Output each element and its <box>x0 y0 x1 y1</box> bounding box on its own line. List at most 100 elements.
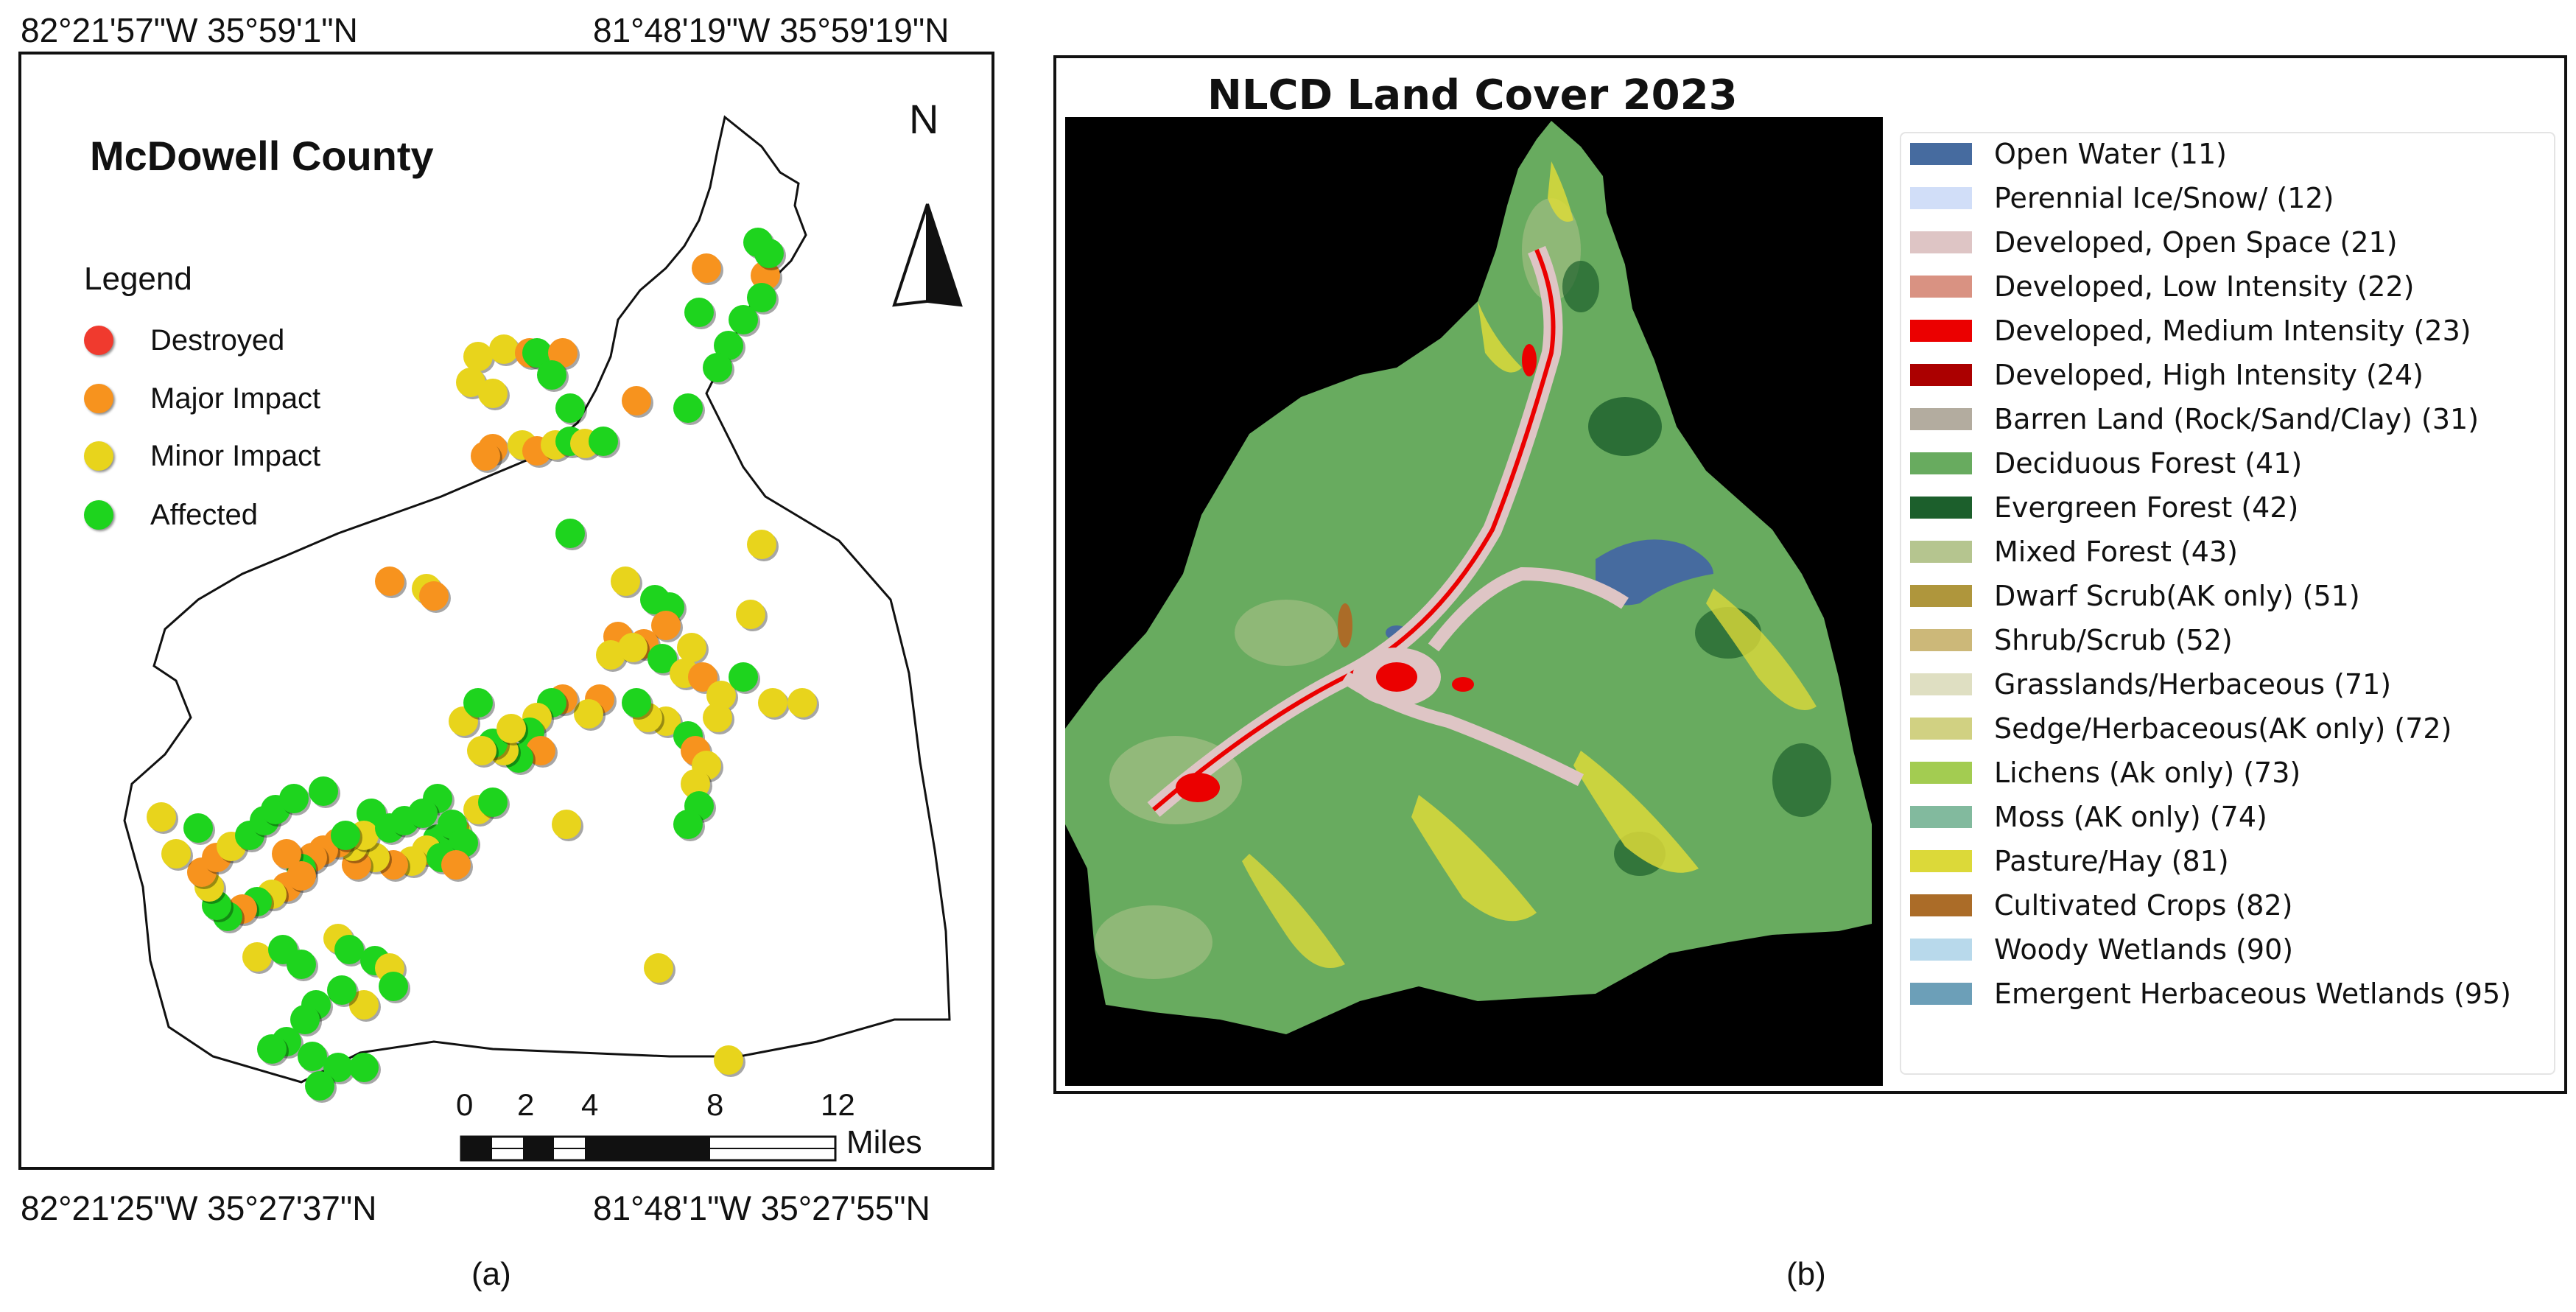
minor-impact-point <box>611 566 640 596</box>
affected-point <box>754 239 784 268</box>
land-cover-legend-item: Pasture/Hay (81) <box>1910 839 2229 883</box>
legend-label: Evergreen Forest (42) <box>1994 491 2299 524</box>
minor-impact-point <box>242 942 272 972</box>
affected-point <box>729 305 758 334</box>
legend-swatch <box>1910 673 1972 695</box>
major-impact-point <box>287 861 316 891</box>
affected-point <box>522 338 552 368</box>
affected-point <box>408 799 438 828</box>
land-cover-map <box>1065 117 1883 1086</box>
scale-tick-label: 12 <box>821 1087 855 1122</box>
land-cover-legend-item: Sedge/Herbaceous(AK only) (72) <box>1910 706 2452 751</box>
land-cover-legend-item: Developed, Medium Intensity (23) <box>1910 309 2471 353</box>
land-cover-legend-item: Dwarf Scrub(AK only) (51) <box>1910 574 2360 618</box>
affected-point <box>589 427 618 456</box>
legend-item-affected: Affected <box>84 497 258 533</box>
legend-swatch <box>84 500 113 530</box>
affected-point <box>703 353 732 382</box>
major-impact-point <box>688 662 717 692</box>
affected-point <box>327 975 357 1005</box>
legend-swatch <box>84 384 113 413</box>
minor-impact-point <box>681 769 710 799</box>
scale-tick-label: 0 <box>456 1087 474 1122</box>
legend-label: Major Impact <box>150 382 321 415</box>
land-cover-legend: Open Water (11) Perennial Ice/Snow/ (12)… <box>1900 132 2555 1075</box>
coord-bottom-left: 82°21'25"W 35°27'37"N <box>21 1189 377 1227</box>
minor-impact-point <box>714 1045 743 1075</box>
minor-impact-point <box>758 688 787 718</box>
affected-point <box>729 662 758 692</box>
affected-point <box>331 821 360 850</box>
legend-swatch <box>1910 320 1972 342</box>
legend-swatch <box>1910 762 1972 784</box>
land-cover-legend-item: Mixed Forest (43) <box>1910 530 2238 574</box>
legend-label: Mixed Forest (43) <box>1994 536 2238 568</box>
major-impact-point <box>441 850 471 880</box>
legend-swatch <box>1910 497 1972 519</box>
land-cover-raster <box>1065 121 1872 1034</box>
legend-label: Affected <box>150 498 259 531</box>
legend-label: Lichens (Ak only) (73) <box>1994 757 2301 789</box>
legend-label: Pasture/Hay (81) <box>1994 845 2229 877</box>
north-label: N <box>909 96 939 142</box>
legend-label: Barren Land (Rock/Sand/Clay) (31) <box>1994 403 2480 435</box>
minor-impact-point <box>552 810 581 839</box>
legend-label: Developed, Medium Intensity (23) <box>1994 315 2471 347</box>
land-cover-legend-item: Shrub/Scrub (52) <box>1910 618 2233 662</box>
minor-impact-point <box>496 714 526 743</box>
major-impact-point <box>375 566 404 596</box>
affected-point <box>257 1034 287 1064</box>
land-cover-legend-item: Open Water (11) <box>1910 132 2227 176</box>
affected-point <box>183 813 213 843</box>
land-cover-legend-item: Grasslands/Herbaceous (71) <box>1910 662 2391 706</box>
legend-label: Minor Impact <box>150 439 321 472</box>
land-cover-legend-item: Developed, Low Intensity (22) <box>1910 264 2414 309</box>
coord-top-left: 82°21'57"W 35°59'1"N <box>21 11 358 49</box>
legend-swatch <box>84 326 113 355</box>
legend-label: Deciduous Forest (41) <box>1994 447 2303 480</box>
affected-point <box>747 283 776 312</box>
minor-impact-point <box>467 736 496 765</box>
scale-tick-label: 8 <box>706 1087 724 1122</box>
legend-label: Developed, High Intensity (24) <box>1994 359 2424 391</box>
affected-point <box>287 950 316 979</box>
major-impact-point <box>651 611 681 640</box>
minor-impact-point <box>478 379 508 408</box>
legend-swatch <box>1910 585 1972 607</box>
minor-impact-point <box>456 368 485 397</box>
scale-bar <box>460 1135 837 1162</box>
legend-label: Cultivated Crops (82) <box>1994 889 2293 922</box>
affected-point <box>309 776 338 806</box>
affected-point <box>673 810 703 839</box>
minor-impact-point <box>736 600 765 629</box>
legend-label: Woody Wetlands (90) <box>1994 933 2294 966</box>
legend-swatch <box>1910 541 1972 563</box>
impact-points <box>147 228 819 1103</box>
legend-label: Developed, Open Space (21) <box>1994 226 2398 259</box>
affected-point <box>555 519 585 548</box>
legend-swatch <box>1910 364 1972 386</box>
affected-point <box>323 1053 353 1082</box>
affected-point <box>305 1071 334 1101</box>
scale-tick-label: 2 <box>517 1087 535 1122</box>
affected-point <box>379 972 408 1001</box>
scale-tick-label: 4 <box>581 1087 599 1122</box>
major-impact-point <box>548 338 578 368</box>
major-impact-point <box>622 386 651 415</box>
minor-impact-point <box>644 953 673 983</box>
major-impact-point <box>419 581 449 611</box>
coord-top-right: 81°48'19"W 35°59'19"N <box>593 11 950 49</box>
affected-point <box>334 935 364 964</box>
legend-swatch <box>1910 983 1972 1005</box>
legend-label: Shrub/Scrub (52) <box>1994 624 2233 656</box>
legend-label: Perennial Ice/Snow/ (12) <box>1994 182 2334 214</box>
legend-swatch <box>1910 850 1972 872</box>
legend-swatch <box>1910 718 1972 740</box>
legend-label: Grasslands/Herbaceous (71) <box>1994 668 2392 701</box>
affected-point <box>349 1053 379 1082</box>
legend-item-major-impact: Major Impact <box>84 380 320 417</box>
affected-point <box>684 298 714 327</box>
scale-unit-label: Miles <box>846 1124 922 1160</box>
impact-map-panel: N McDowell County Legend Destroyed Major… <box>18 52 994 1170</box>
land-cover-patches <box>1095 161 1831 979</box>
